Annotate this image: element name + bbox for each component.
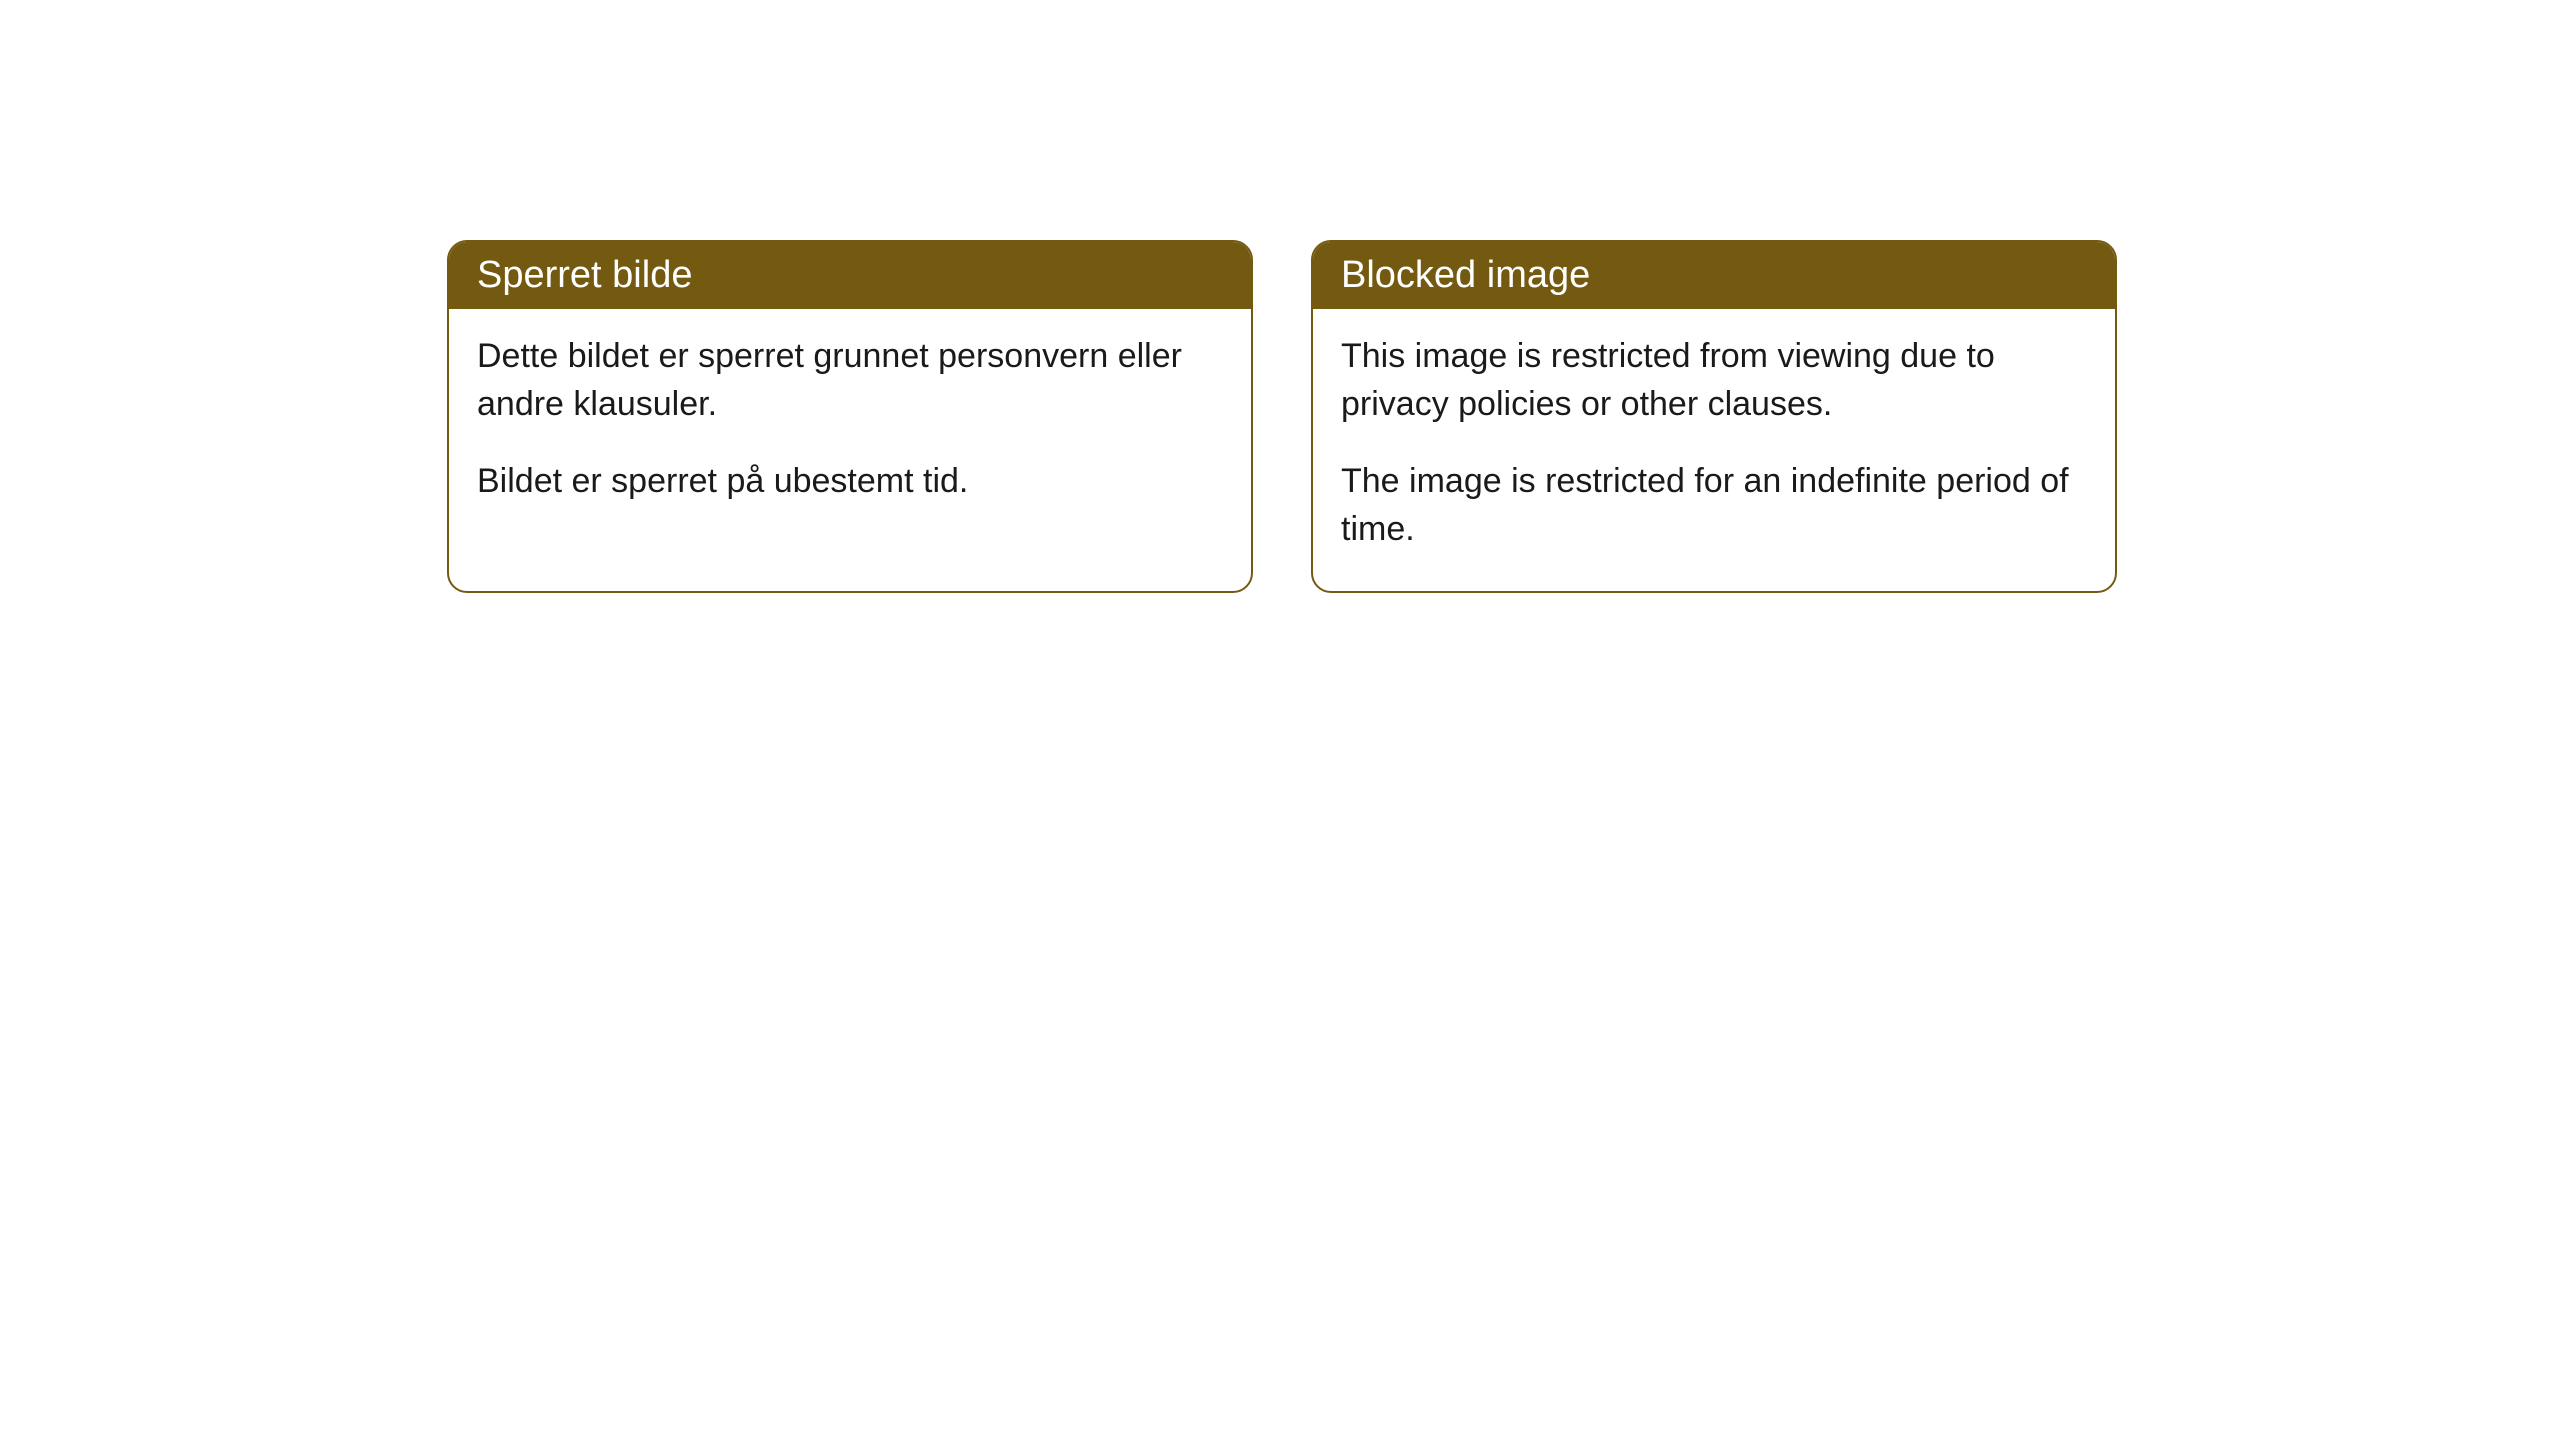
card-header-english: Blocked image (1313, 242, 2115, 309)
notice-cards-container: Sperret bilde Dette bildet er sperret gr… (447, 240, 2117, 593)
card-title: Blocked image (1341, 254, 1590, 296)
card-paragraph: This image is restricted from viewing du… (1341, 333, 2087, 428)
card-paragraph: Bildet er sperret på ubestemt tid. (477, 458, 1223, 506)
card-paragraph: Dette bildet er sperret grunnet personve… (477, 333, 1223, 428)
card-title: Sperret bilde (477, 254, 692, 296)
card-paragraph: The image is restricted for an indefinit… (1341, 458, 2087, 553)
notice-card-english: Blocked image This image is restricted f… (1311, 240, 2117, 593)
card-body-english: This image is restricted from viewing du… (1313, 309, 2115, 591)
card-header-norwegian: Sperret bilde (449, 242, 1251, 309)
notice-card-norwegian: Sperret bilde Dette bildet er sperret gr… (447, 240, 1253, 593)
card-body-norwegian: Dette bildet er sperret grunnet personve… (449, 309, 1251, 544)
